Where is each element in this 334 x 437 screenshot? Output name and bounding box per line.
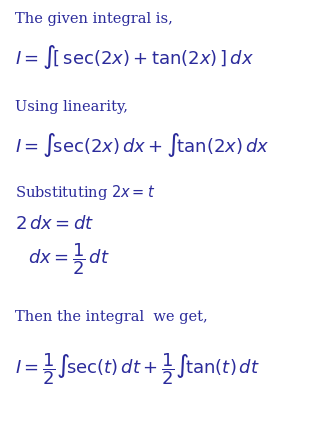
- Text: Using linearity,: Using linearity,: [15, 100, 128, 114]
- Text: $dx = \dfrac{1}{2}\,dt$: $dx = \dfrac{1}{2}\,dt$: [28, 241, 110, 277]
- Text: The given integral is,: The given integral is,: [15, 12, 173, 26]
- Text: $I = \int\!\mathrm{sec}(2x)\,dx + \int\!\tan(2x)\,dx$: $I = \int\!\mathrm{sec}(2x)\,dx + \int\!…: [15, 131, 270, 159]
- Text: $I = \int\![\,\mathrm{sec}(2x)+\tan(2x)\,]\,dx$: $I = \int\![\,\mathrm{sec}(2x)+\tan(2x)\…: [15, 43, 254, 71]
- Text: Then the integral  we get,: Then the integral we get,: [15, 310, 208, 324]
- Text: $I = \dfrac{1}{2}\int\!\mathrm{sec}(t)\,dt + \dfrac{1}{2}\int\!\tan(t)\,dt$: $I = \dfrac{1}{2}\int\!\mathrm{sec}(t)\,…: [15, 351, 260, 387]
- Text: Substituting $2x = t$: Substituting $2x = t$: [15, 183, 155, 201]
- Text: $2\,dx = dt$: $2\,dx = dt$: [15, 215, 95, 233]
